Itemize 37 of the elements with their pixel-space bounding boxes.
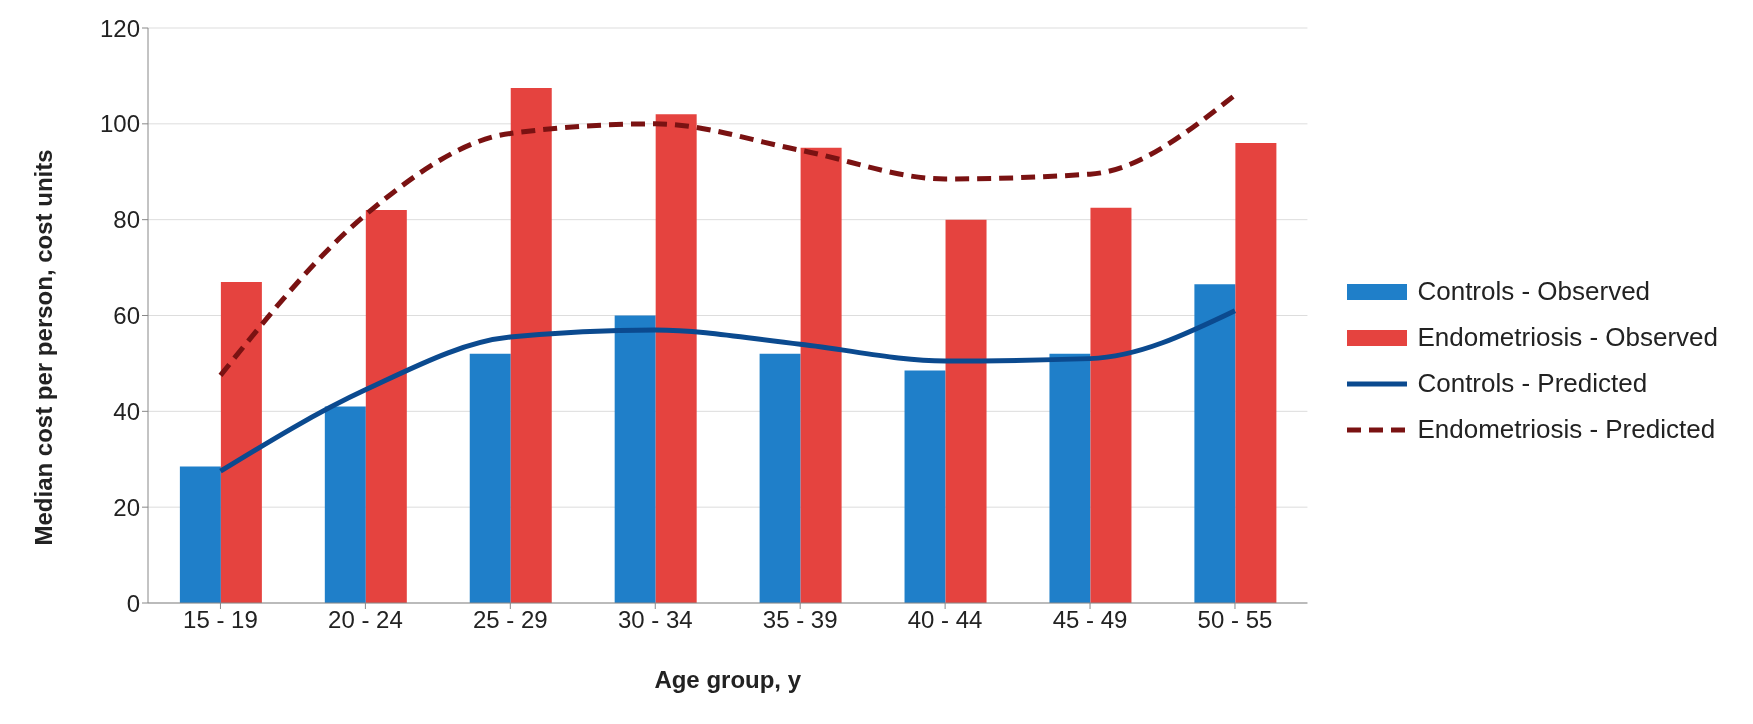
x-tick-label: 50 - 55 [1197, 606, 1273, 634]
bar [800, 147, 842, 603]
x-axis-title: Age group, y [654, 666, 802, 693]
y-tick-label: 0 [126, 589, 140, 617]
bar [655, 114, 697, 603]
bar [469, 353, 511, 603]
y-tick-label: 80 [113, 206, 140, 234]
bar [1235, 143, 1277, 603]
bar [1049, 353, 1091, 603]
bar [510, 87, 552, 603]
y-tick-label: 40 [113, 397, 140, 425]
x-tick-label: 35 - 39 [762, 606, 838, 634]
bar [365, 210, 407, 603]
x-tick-label: 15 - 19 [183, 606, 258, 634]
legend-label: Endometriosis - Observed [1417, 322, 1718, 353]
bar [1194, 284, 1236, 603]
legend-label: Endometriosis - Predicted [1417, 414, 1716, 445]
bar [945, 219, 987, 603]
bar [904, 370, 946, 603]
legend-label: Controls - Predicted [1417, 368, 1648, 399]
x-tick-label: 30 - 34 [617, 606, 693, 634]
bar [759, 353, 801, 603]
bar [220, 281, 262, 603]
bar [614, 315, 656, 603]
bar [324, 406, 366, 603]
y-axis-title: Median cost per person, cost units [29, 149, 57, 546]
legend-label: Controls - Observed [1417, 276, 1651, 307]
x-tick-label: 25 - 29 [472, 606, 548, 634]
bar [1090, 207, 1132, 603]
x-tick-label: 40 - 44 [907, 606, 983, 634]
bar [179, 466, 221, 603]
x-tick-label: 45 - 49 [1052, 606, 1128, 634]
y-tick-label: 20 [113, 493, 140, 521]
x-tick-label: 20 - 24 [328, 606, 403, 634]
y-tick-label: 120 [99, 14, 140, 42]
y-tick-label: 60 [113, 302, 140, 330]
y-tick-label: 100 [99, 110, 140, 138]
